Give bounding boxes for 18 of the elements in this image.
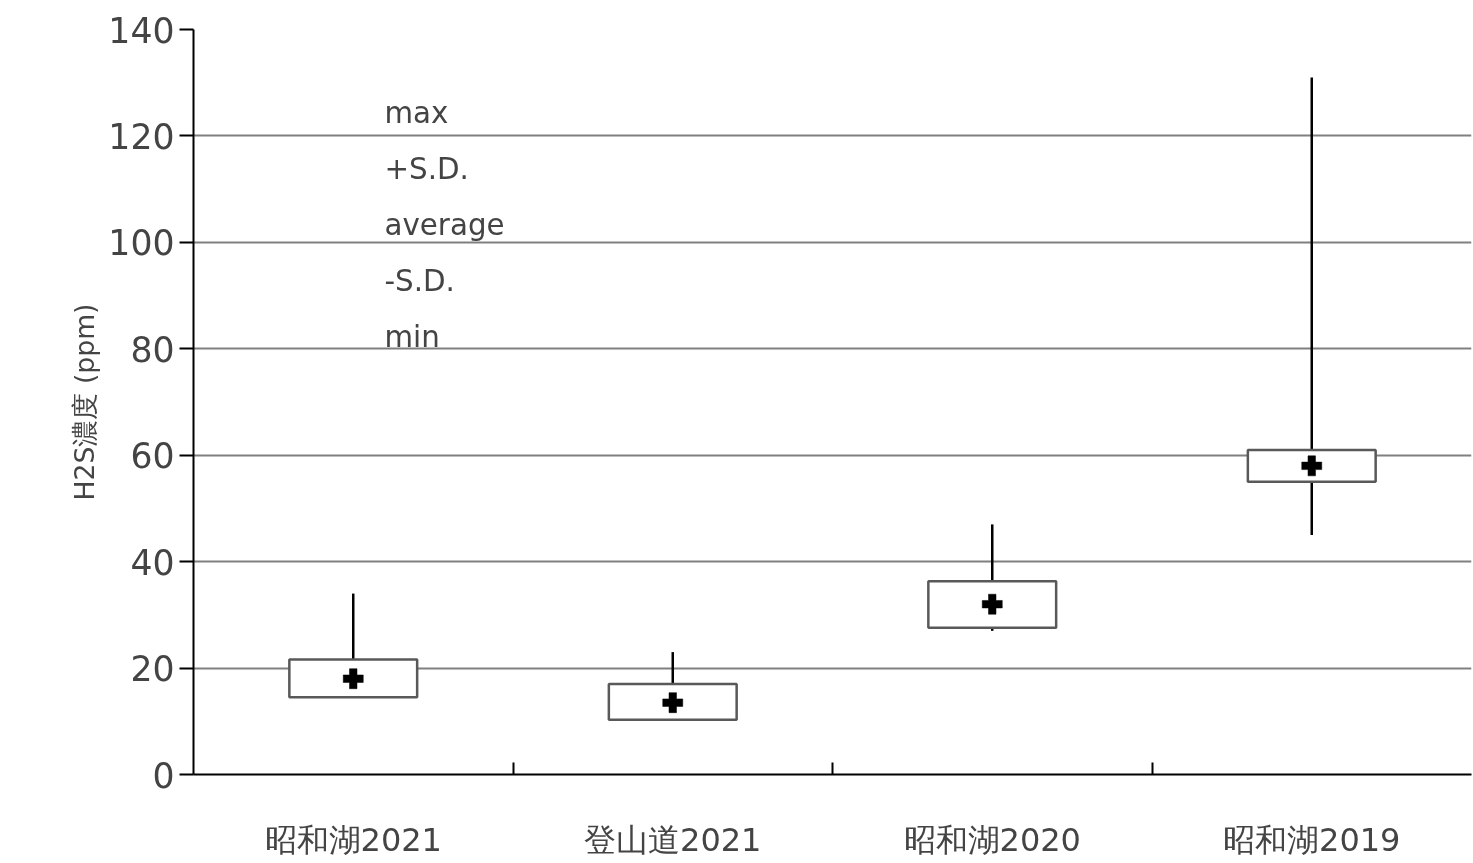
x-tick-label: 昭和湖2020 xyxy=(903,820,1081,859)
y-axis-title: H2S濃度 (ppm) xyxy=(69,303,101,501)
x-tick-label: 昭和湖2019 xyxy=(1223,820,1401,859)
annotation: max xyxy=(384,95,449,130)
y-tick-label: 20 xyxy=(130,649,175,690)
y-tick-label: 120 xyxy=(108,116,175,157)
y-tick-label: 80 xyxy=(130,329,175,370)
y-tick-label: 40 xyxy=(130,542,175,583)
x-tick-label: 昭和湖2021 xyxy=(264,820,442,859)
y-tick-label: 100 xyxy=(108,223,175,264)
x-tick-label: 登山道2021 xyxy=(584,820,762,859)
annotation: min xyxy=(384,319,440,354)
y-tick-label: 140 xyxy=(108,10,175,51)
annotation: -S.D. xyxy=(384,263,455,298)
y-tick-label: 60 xyxy=(130,436,175,477)
y-tick-label: 0 xyxy=(152,755,175,796)
annotation: average xyxy=(384,207,505,242)
annotation: +S.D. xyxy=(384,151,469,186)
